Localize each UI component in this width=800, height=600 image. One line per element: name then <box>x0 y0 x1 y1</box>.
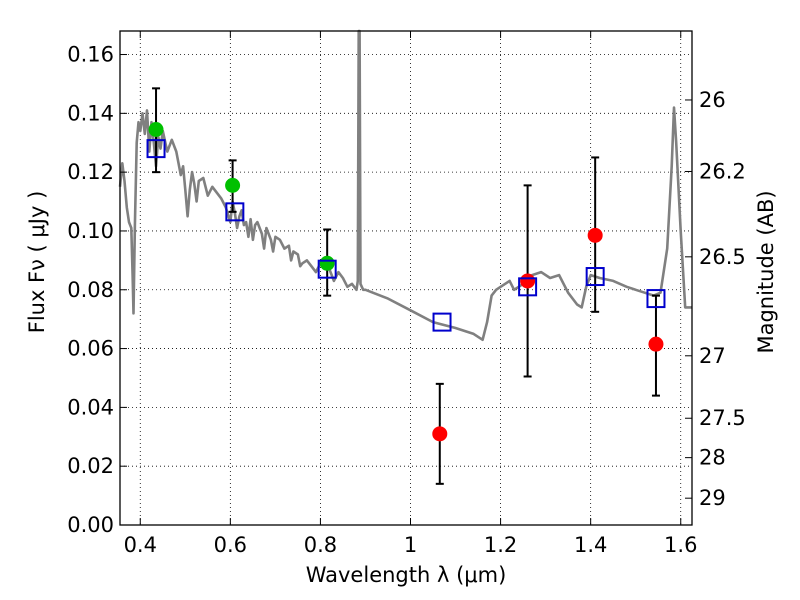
y-tick-label: 0.02 <box>67 454 114 478</box>
model-spectrum <box>118 29 692 342</box>
model-box <box>518 277 538 297</box>
red-data-point <box>587 227 603 243</box>
x-tick-label: 1.4 <box>574 533 607 557</box>
error-bars <box>152 87 660 485</box>
model-box <box>225 202 245 222</box>
y2-tick-label: 27.5 <box>699 406 746 430</box>
x-tick-label: 1 <box>404 533 417 557</box>
y2-tick-label: 28 <box>699 446 726 470</box>
model-photometry-boxes <box>146 139 666 332</box>
y-tick-label: 0.10 <box>67 219 114 243</box>
model-box <box>585 267 605 287</box>
green-data-point <box>148 122 164 138</box>
x-tick-label: 0.6 <box>214 533 247 557</box>
y-tick-label: 0.06 <box>67 337 114 361</box>
model-box <box>317 259 337 279</box>
axis-ticks: 0.4 0.6 0.8 1 1.2 1.4 1.6 0.00 0.02 0.04 0.06 0.08 0… <box>67 31 746 557</box>
x-tick-label: 0.4 <box>124 533 157 557</box>
y-tick-label: 0.14 <box>67 101 114 125</box>
x-tick-label: 1.2 <box>484 533 517 557</box>
y2-tick-label: 26.2 <box>699 159 746 183</box>
y-tick-label: 0.00 <box>67 513 114 537</box>
y2-tick-label: 26.5 <box>699 245 746 269</box>
x-tick-label: 1.6 <box>664 533 697 557</box>
plot-frame <box>119 30 693 526</box>
y2-tick-label: 27 <box>699 344 726 368</box>
y-tick-label: 0.08 <box>67 278 114 302</box>
red-data-point <box>648 336 664 352</box>
photometry-points <box>148 122 664 442</box>
y2-tick-label: 26 <box>699 88 726 112</box>
model-spectrum-line <box>118 29 692 342</box>
y-tick-label: 0.16 <box>67 43 114 67</box>
y-axis-label: Flux Fν ( μJy ) <box>25 191 49 334</box>
green-data-point <box>319 255 335 271</box>
x-tick-label: 0.8 <box>304 533 337 557</box>
model-box <box>146 139 166 159</box>
red-data-point <box>432 426 448 442</box>
x-axis-label: Wavelength λ (μm) <box>306 563 507 587</box>
y-tick-label: 0.12 <box>67 160 114 184</box>
y-tick-label: 0.04 <box>67 395 114 419</box>
grid-lines <box>120 31 692 525</box>
model-box <box>646 289 666 309</box>
red-data-point <box>520 273 536 289</box>
y2-axis-label: Magnitude (AB) <box>754 190 778 353</box>
y2-tick-label: 29 <box>699 486 726 510</box>
model-box <box>432 312 452 332</box>
green-data-point <box>225 177 241 193</box>
